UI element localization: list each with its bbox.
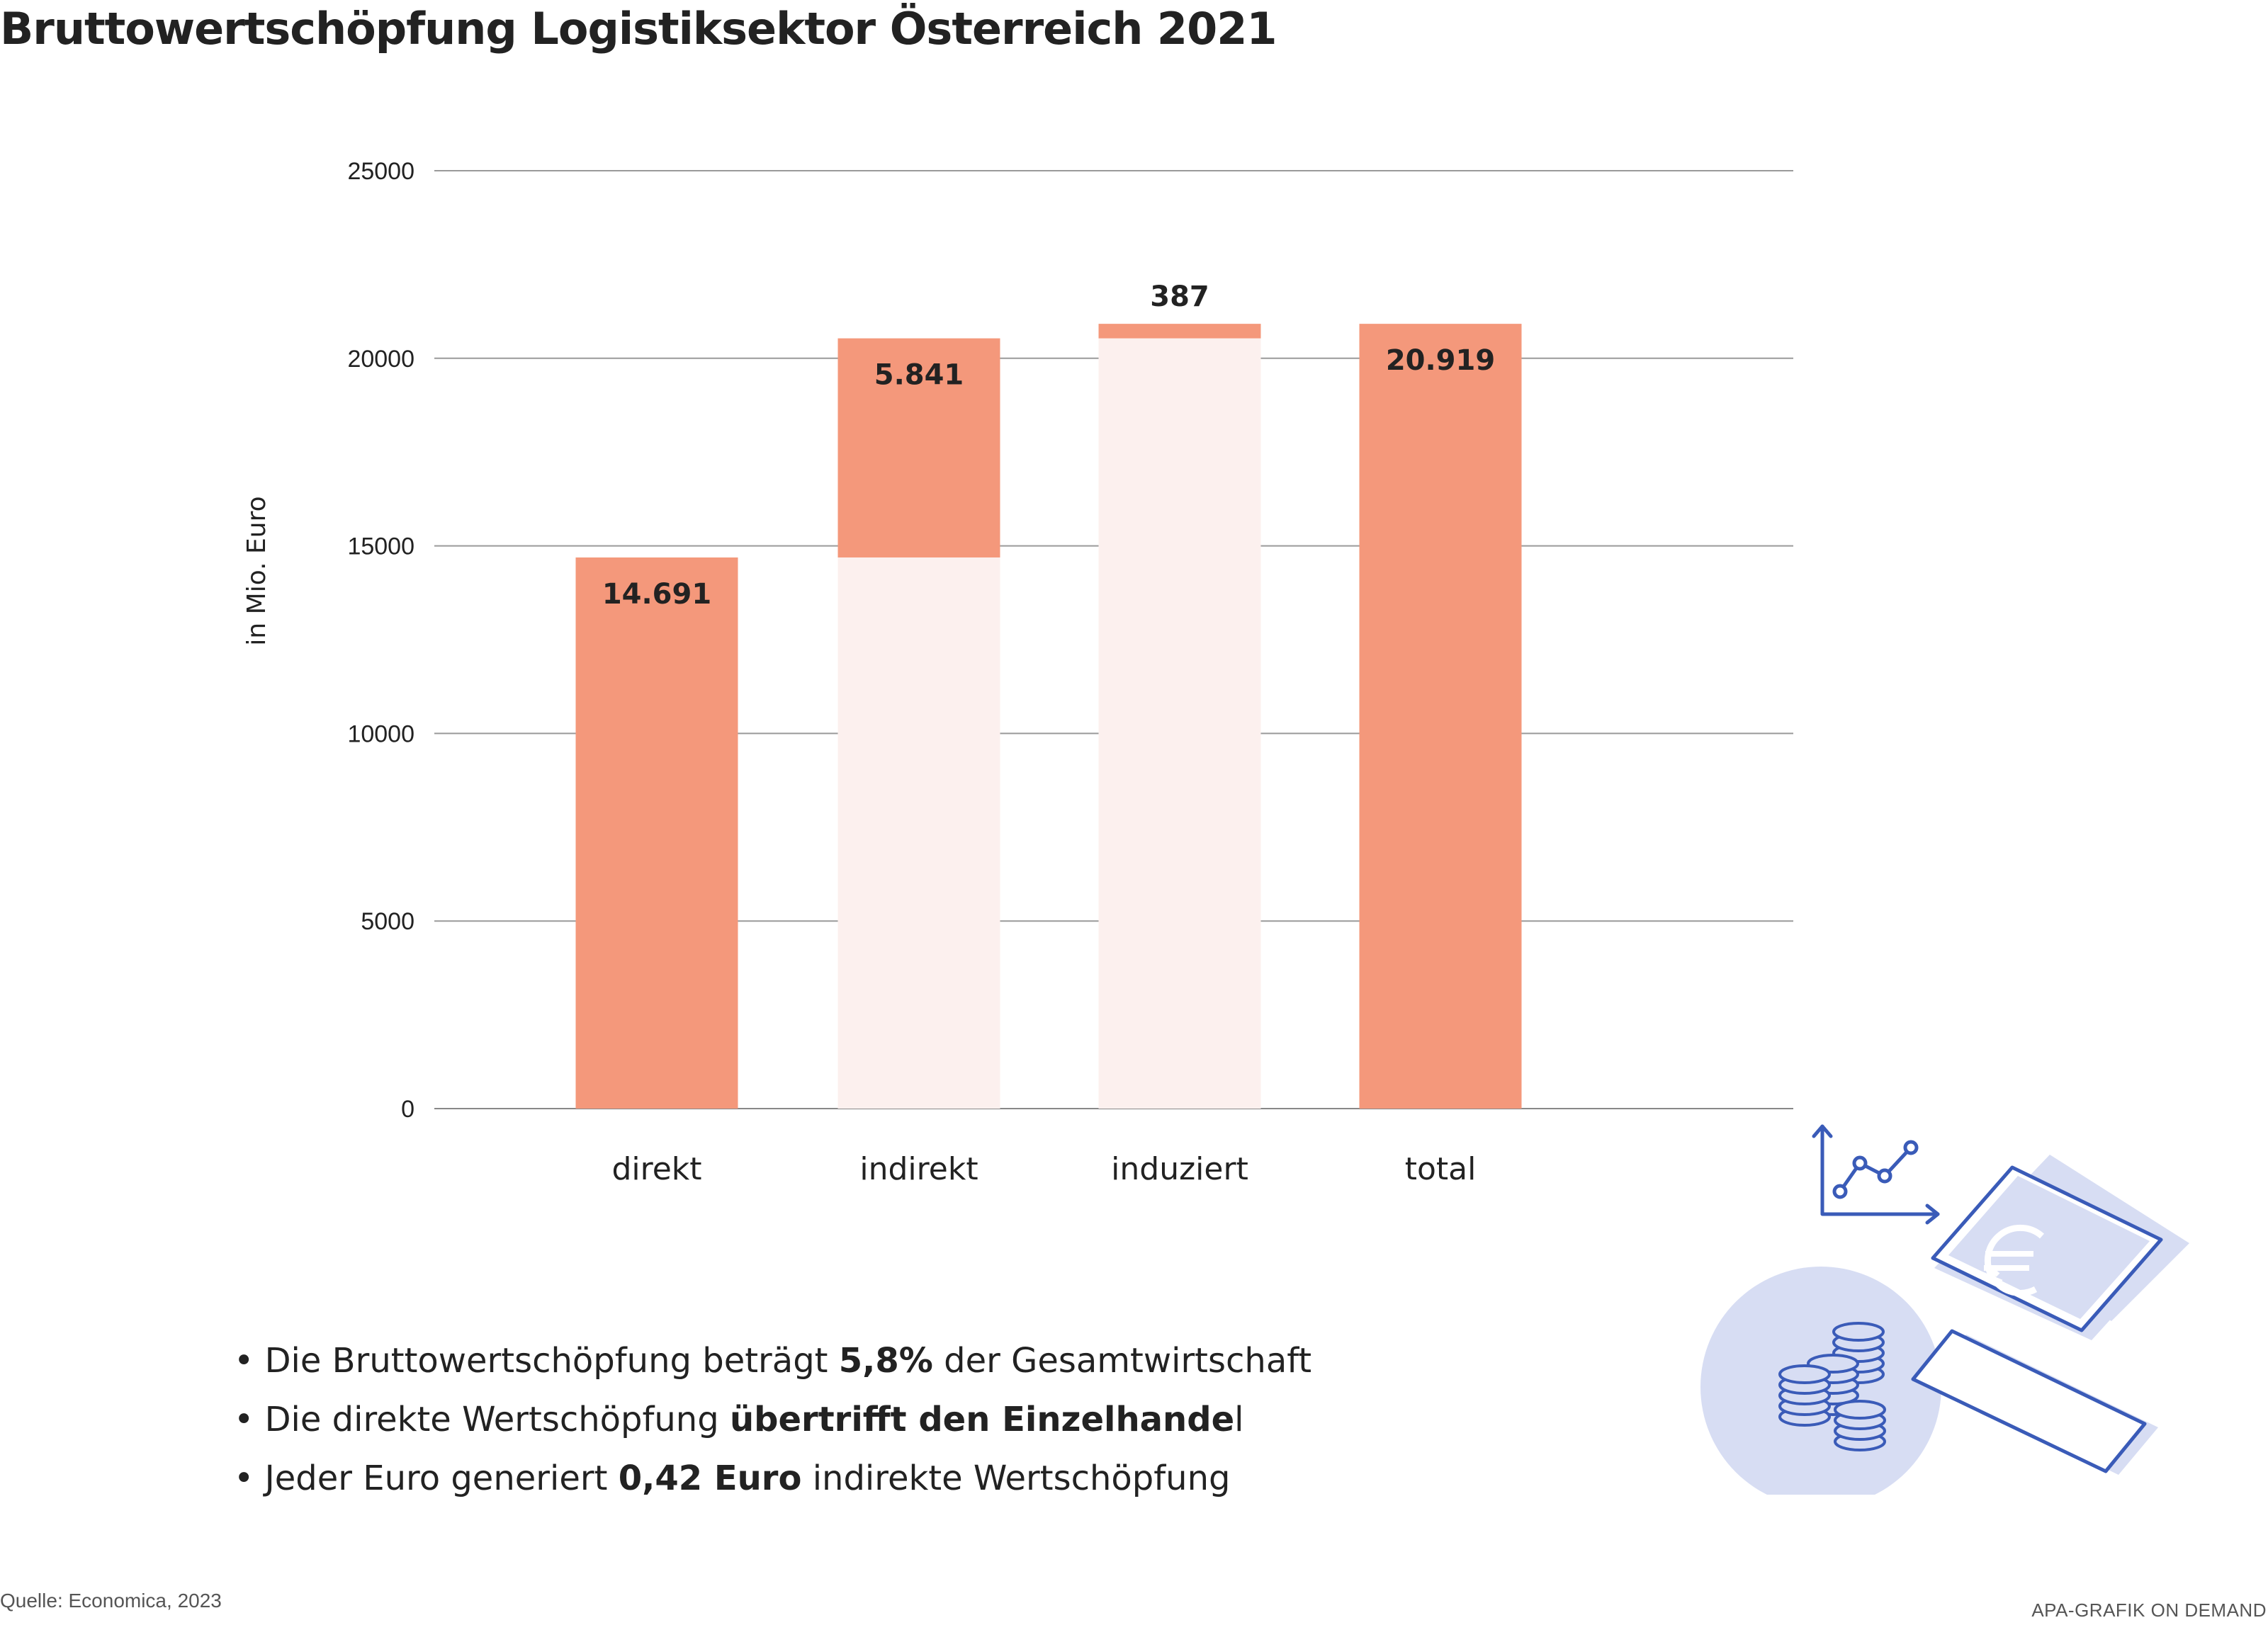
source-note: Quelle: Economica, 2023 bbox=[0, 1590, 222, 1612]
x-tick-label-indirekt: indirekt bbox=[859, 1151, 978, 1187]
finance-illustration bbox=[1700, 1124, 2189, 1495]
bars bbox=[575, 324, 1522, 1109]
key-fact-highlight: 5,8% bbox=[838, 1341, 933, 1381]
key-fact-text: der Gesamtwirtschaft bbox=[932, 1341, 1312, 1381]
data-label-total: 20.919 bbox=[1386, 344, 1495, 377]
key-facts-list: • Die Bruttowertschöpfung beträgt 5,8% d… bbox=[234, 1332, 1311, 1508]
x-tick-label-direkt: direkt bbox=[611, 1151, 701, 1187]
coin-stack-icon bbox=[1778, 1322, 1886, 1451]
y-tick-label: 20000 bbox=[347, 346, 414, 373]
y-tick-label: 10000 bbox=[347, 720, 414, 747]
y-tick-label: 5000 bbox=[361, 908, 414, 935]
line-chart-icon bbox=[1812, 1124, 1940, 1225]
key-fact-text: indirekte Wertschöpfung bbox=[801, 1459, 1231, 1498]
bar-induziert bbox=[1098, 324, 1261, 339]
x-axis-categories: direkt indirekt induziert total bbox=[611, 1151, 1476, 1187]
x-tick-label-induziert: induziert bbox=[1111, 1151, 1248, 1187]
y-axis-label: in Mio. Euro bbox=[242, 496, 271, 645]
bar-direkt bbox=[575, 557, 738, 1109]
bar-base-indirekt bbox=[837, 557, 1000, 1109]
key-fact-text: Jeder Euro generiert bbox=[264, 1459, 619, 1498]
key-fact-item: • Die Bruttowertschöpfung beträgt 5,8% d… bbox=[234, 1332, 1311, 1391]
key-fact-item: • Die direkte Wertschöpfung übertrifft d… bbox=[234, 1391, 1311, 1449]
y-tick-label: 0 bbox=[401, 1096, 414, 1123]
x-tick-label-total: total bbox=[1405, 1151, 1477, 1187]
data-labels: 14.691 5.841 387 20.919 bbox=[602, 281, 1495, 611]
bar-indirekt bbox=[837, 338, 1000, 557]
bullet-marker: • bbox=[234, 1341, 265, 1381]
euro-banknote-icon bbox=[1911, 1155, 2189, 1475]
data-label-indirekt: 5.841 bbox=[874, 359, 964, 392]
data-label-induziert: 387 bbox=[1150, 281, 1209, 313]
key-fact-text: Die direkte Wertschöpfung bbox=[264, 1400, 730, 1439]
key-fact-text: Die Bruttowertschöpfung beträgt bbox=[264, 1341, 839, 1381]
key-fact-item: • Jeder Euro generiert 0,42 Euro indirek… bbox=[234, 1449, 1311, 1508]
bar-total bbox=[1359, 324, 1522, 1109]
bar-chart: 0 5000 10000 15000 20000 25000 14.691 5.841 387… bbox=[242, 158, 1793, 1187]
y-tick-label: 15000 bbox=[347, 533, 414, 560]
data-label-direkt: 14.691 bbox=[602, 578, 711, 611]
bar-base-induziert bbox=[1098, 338, 1261, 1109]
key-fact-text: l bbox=[1234, 1400, 1244, 1439]
y-axis-ticks: 0 5000 10000 15000 20000 25000 bbox=[347, 158, 414, 1123]
page-title: Bruttowertschöpfung Logistiksektor Öster… bbox=[0, 3, 1277, 55]
bullet-marker: • bbox=[234, 1459, 265, 1498]
key-fact-highlight: 0,42 Euro bbox=[618, 1459, 802, 1498]
key-fact-highlight: übertrifft den Einzelhande bbox=[729, 1400, 1235, 1439]
y-tick-label: 25000 bbox=[347, 158, 414, 185]
bullet-marker: • bbox=[234, 1400, 265, 1439]
credit-note: APA-GRAFIK ON DEMAND bbox=[2031, 1599, 2267, 1621]
